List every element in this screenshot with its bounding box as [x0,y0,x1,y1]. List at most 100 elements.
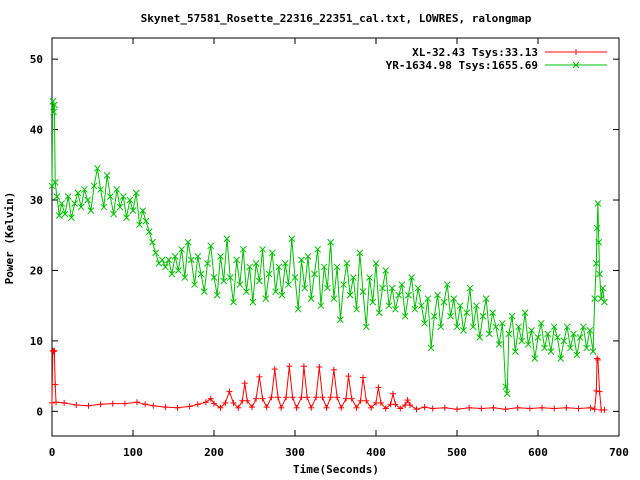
y-tick-label: 0 [36,405,43,418]
data-point [226,274,234,281]
data-point [313,394,320,401]
data-point [274,394,281,401]
data-point [369,298,377,306]
data-point [235,404,242,411]
data-point [434,291,441,299]
data-point [514,404,521,411]
data-point [85,402,92,409]
data-point [348,395,355,402]
data-point [330,366,337,373]
y-tick-label: 10 [30,335,43,348]
data-point [366,274,373,281]
data-point [211,400,217,407]
data-point [116,203,124,211]
data-point [398,281,406,288]
data-point [473,302,480,310]
data-point [283,394,290,401]
data-point [368,404,375,411]
data-point [150,402,157,409]
data-point [298,394,305,401]
data-point [301,284,309,292]
data-point [357,397,364,404]
data-point [594,355,601,362]
data-point [539,404,546,411]
data-point [58,200,66,207]
data-point [593,387,600,394]
data-point [262,295,270,302]
x-tick-label: 500 [447,446,467,459]
data-point [554,334,561,341]
data-point [476,334,484,341]
data-point [544,330,552,338]
data-point [563,323,571,331]
series-line [51,101,605,394]
data-point [401,312,409,320]
data-point [593,224,601,232]
data-point [338,404,345,411]
data-point [191,281,198,288]
data-point [278,404,285,411]
data-point [547,348,555,355]
data-point [591,406,598,413]
y-tick-label: 20 [30,264,43,277]
data-point [73,402,80,409]
data-point [375,384,382,391]
data-point [268,394,275,401]
x-axis-label: Time(Seconds) [293,463,379,476]
data-point [113,186,121,193]
y-tick-label: 40 [30,124,43,137]
data-point [395,291,403,299]
data-point [414,284,422,292]
x-tick-label: 600 [528,446,548,459]
data-point [405,291,412,299]
data-point [319,394,326,401]
data-point [443,281,451,288]
x-tick-label: 200 [204,446,224,459]
data-point [268,249,276,257]
plot-frame [51,37,620,437]
data-point [275,263,283,271]
legend-label: YR-1634.98 Tsys:1655.69 [386,59,538,72]
data-point [327,238,334,246]
data-point [349,274,357,281]
data-point [524,341,532,348]
data-point [253,395,260,402]
series-1 [48,98,608,398]
data-point [244,397,251,404]
data-point [499,319,506,327]
data-point [560,337,568,345]
data-point [490,404,497,411]
data-point [259,395,266,402]
data-point [334,394,341,401]
y-tick-label: 50 [30,53,43,66]
data-point [469,323,477,331]
data-point [392,401,399,408]
x-tick-label: 700 [609,446,629,459]
data-point [385,302,393,310]
data-point [441,404,448,411]
data-point [596,388,603,395]
data-point [136,221,143,229]
data-point [50,348,57,355]
data-point [298,256,305,264]
data-point [204,260,211,267]
data-point [573,351,581,359]
data-point [430,312,438,320]
ticks-layer: 0 100 200 300 400 500 600 700 0 10 20 30 40 50 [30,38,629,459]
data-point [207,395,214,402]
data-point [317,302,325,310]
data-point [207,242,215,250]
data-point [168,270,176,278]
data-point [197,270,205,278]
data-point [278,291,286,299]
data-point [181,274,189,281]
data-point [200,288,208,295]
data-point [68,214,75,221]
data-point [97,401,104,408]
data-point [413,406,420,413]
data-point [453,323,461,331]
data-point [162,263,169,271]
data-point [53,399,60,406]
data-point [478,405,485,412]
